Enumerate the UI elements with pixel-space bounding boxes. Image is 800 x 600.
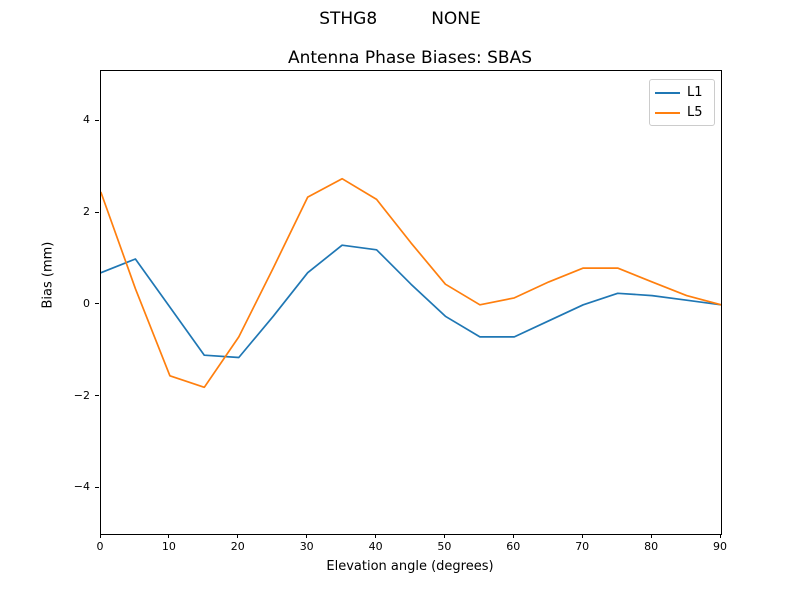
x-tick-mark <box>650 534 652 538</box>
series-line-L5 <box>101 177 721 389</box>
y-tick-mark <box>95 486 99 488</box>
suptitle: STHG8 NONE <box>319 9 481 29</box>
x-tick-mark <box>581 534 583 538</box>
y-tick-label: 4 <box>83 113 90 127</box>
x-tick-label: 90 <box>713 540 727 553</box>
x-tick-label: 40 <box>368 540 383 553</box>
legend-item-L5: L5 <box>650 104 714 122</box>
x-tick-label: 50 <box>437 540 452 553</box>
x-tick-label: 60 <box>506 540 521 553</box>
y-tick-label: −4 <box>73 480 90 494</box>
legend-label-L1: L1 <box>687 85 703 100</box>
y-tick-label: 0 <box>83 296 90 310</box>
chart-title: Antenna Phase Biases: SBAS <box>287 48 533 68</box>
plot-area: L1 L5 <box>100 70 722 535</box>
legend-item-L1: L1 <box>650 84 714 102</box>
series-line-L1 <box>101 244 721 359</box>
x-tick-mark <box>99 534 101 538</box>
x-tick-label: 80 <box>644 540 659 553</box>
x-tick-mark <box>306 534 308 538</box>
x-tick-label: 0 <box>96 540 104 553</box>
x-tick-mark <box>443 534 445 538</box>
y-tick-mark <box>95 211 99 213</box>
x-tick-label: 20 <box>230 540 245 553</box>
legend-line-sample-L5 <box>655 112 680 114</box>
legend-line-sample-L1 <box>655 92 680 94</box>
x-tick-mark <box>237 534 239 538</box>
y-tick-mark <box>95 395 99 396</box>
x-tick-mark <box>512 534 514 538</box>
x-tick-mark <box>168 534 170 538</box>
y-axis-label: Bias (mm) <box>40 241 56 309</box>
x-tick-label: 30 <box>299 540 314 553</box>
legend: L1 L5 <box>649 79 715 126</box>
x-axis-label: Elevation angle (degrees) <box>326 559 494 574</box>
line-series-canvas <box>101 177 721 389</box>
y-tick-mark <box>95 303 99 305</box>
y-tick-label: −2 <box>73 388 90 402</box>
y-tick-mark <box>95 119 99 121</box>
x-tick-label: 10 <box>161 540 176 553</box>
x-tick-mark <box>375 534 377 538</box>
x-tick-label: 70 <box>575 540 590 553</box>
x-tick-mark <box>719 534 721 538</box>
y-tick-label: 2 <box>83 205 90 219</box>
legend-label-L5: L5 <box>687 105 703 120</box>
